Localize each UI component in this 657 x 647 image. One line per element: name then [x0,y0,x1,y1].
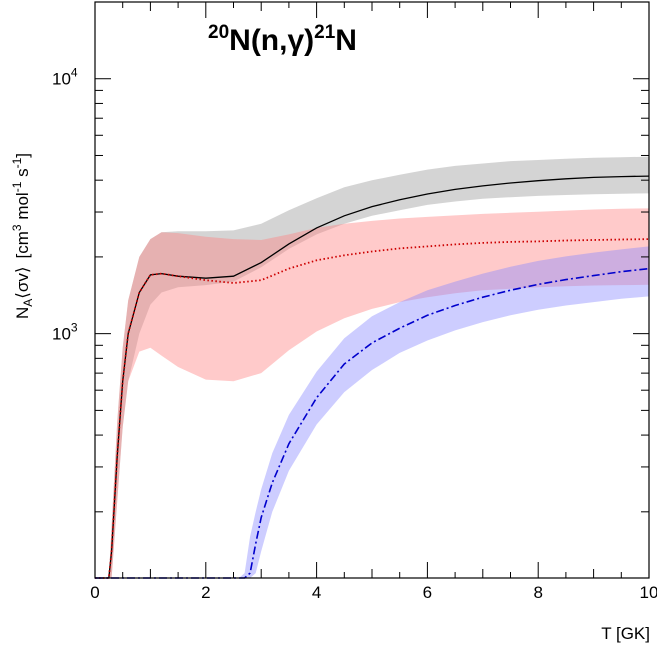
x-tick-label: 0 [90,583,99,602]
rate-curve-1 [95,175,650,579]
x-axis-label: T [GK] [601,624,650,643]
x-tick-label: 2 [201,583,210,602]
axis-ticks [94,1,650,578]
chart-title: 20N(n,γ)21N [208,22,357,57]
tick-labels: 0 2 4 6 8 10 103 104 [52,66,657,602]
uncertainty-band-2 [95,208,649,578]
y-axis-label: NA⟨σv⟩[cm3 mol-1 s-1] [10,153,35,319]
uncertainty-bands [95,156,649,578]
x-tick-label: 8 [533,583,542,602]
uncertainty-band-3 [95,246,649,578]
rate-curve-2 [95,238,650,579]
x-tick-label: 6 [423,583,432,602]
x-tick-label: 10 [640,583,657,602]
x-tick-label: 4 [312,583,321,602]
uncertainty-band-1 [95,156,649,578]
y-tick-label: 103 [52,321,78,344]
y-tick-label: 104 [52,66,78,89]
